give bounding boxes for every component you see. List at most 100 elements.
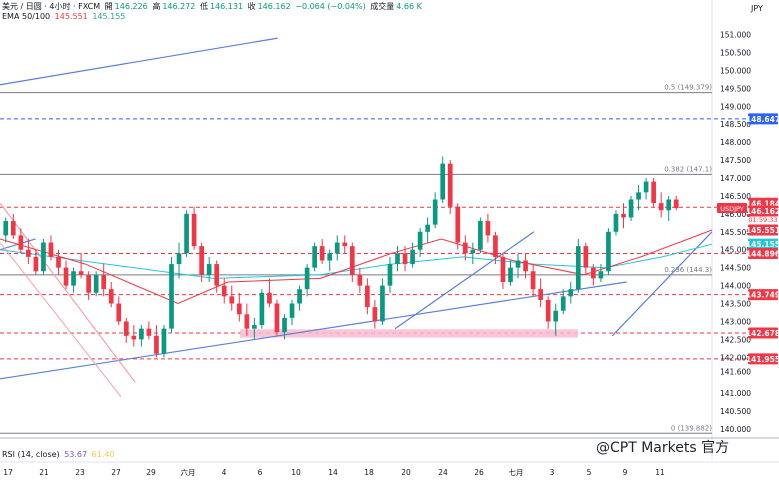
price-tag-7: 142.678 bbox=[746, 329, 779, 338]
candle-body-1 bbox=[10, 221, 16, 236]
y-tick-2: 150.000 bbox=[720, 66, 751, 75]
x-tick-18: 11 bbox=[655, 468, 665, 477]
candle-body-54 bbox=[410, 249, 415, 265]
ohlc-header: 美元 / 日圆 · 4小时 · FXCM 開 146.226 高 146.272 低… bbox=[2, 1, 424, 12]
candle-body-73 bbox=[553, 310, 559, 322]
y-tick-11: 145.500 bbox=[720, 228, 751, 237]
fib-labels: 0.5 (149.379) 0.382 (147.1) 0.236 (144.3) 0… bbox=[664, 84, 712, 433]
candle-body-55 bbox=[417, 231, 423, 250]
x-tick-16: 5 bbox=[587, 468, 592, 477]
trendlines bbox=[0, 37, 713, 398]
candle-body-59 bbox=[447, 163, 453, 207]
y-tick-16: 143.000 bbox=[720, 317, 751, 326]
candle-body-24 bbox=[184, 213, 189, 254]
price-tag-1: 146.184 bbox=[746, 199, 779, 208]
candle-body-36 bbox=[274, 303, 280, 333]
x-axis: 17 21 23 27 29 六月 4 6 10 14 18 20 24 26 七月 3 5 9 11 bbox=[3, 467, 665, 477]
y-tick-15: 143.500 bbox=[720, 300, 751, 309]
trendline-1 bbox=[0, 281, 627, 380]
candle-body-45 bbox=[342, 242, 348, 247]
candle-body-65 bbox=[493, 235, 498, 257]
candle-body-30 bbox=[229, 296, 235, 304]
ema-lines bbox=[0, 229, 713, 305]
x-tick-13: 26 bbox=[474, 468, 484, 477]
low-label: 低 bbox=[199, 2, 208, 11]
watermark: @CPT Markets 官方 bbox=[596, 440, 730, 456]
candle-body-38 bbox=[289, 303, 295, 318]
x-tick-8: 10 bbox=[291, 468, 301, 477]
candle-body-33 bbox=[252, 325, 257, 329]
candle-body-68 bbox=[515, 260, 521, 268]
ema50-line bbox=[0, 229, 713, 305]
ema100-line bbox=[0, 243, 713, 279]
fib-label-3: 0 (139.882) bbox=[671, 424, 712, 432]
close-value: 146.162 bbox=[257, 2, 291, 11]
x-tick-10: 18 bbox=[364, 468, 374, 477]
candle-body-11 bbox=[86, 274, 91, 293]
candle-body-12 bbox=[93, 274, 99, 293]
candle-body-43 bbox=[327, 253, 333, 261]
volume-label: 成交量 bbox=[370, 2, 395, 11]
x-tick-14: 七月 bbox=[509, 468, 524, 477]
ema-header: EMA 50/100 145.551 145.155 bbox=[2, 12, 127, 21]
candle-body-17 bbox=[131, 335, 137, 340]
y-tick-19: 141.600 bbox=[720, 368, 751, 377]
rsi-header: RSI (14, close) 53.67 61.40 bbox=[2, 450, 117, 459]
candle-body-84 bbox=[636, 192, 641, 200]
trendline-0 bbox=[0, 37, 278, 86]
candle-body-31 bbox=[236, 303, 242, 315]
candle-body-89 bbox=[673, 199, 679, 209]
y-tick-3: 149.500 bbox=[720, 84, 751, 93]
candle-body-81 bbox=[613, 213, 619, 232]
x-tick-0: 17 bbox=[3, 468, 13, 477]
trendline-4 bbox=[394, 231, 535, 330]
candle-body-61 bbox=[462, 242, 468, 254]
price-tag-bg-6 bbox=[748, 289, 778, 301]
price-tag-bg-8 bbox=[748, 353, 778, 365]
candle-body-47 bbox=[357, 274, 363, 286]
candle-body-16 bbox=[123, 321, 129, 336]
candle-body-3 bbox=[26, 249, 31, 257]
ema-label: EMA 50/100 bbox=[2, 12, 51, 21]
candle-body-4 bbox=[33, 256, 39, 272]
candle-body-25 bbox=[191, 213, 197, 247]
trendline-5 bbox=[611, 231, 713, 337]
candle-body-72 bbox=[545, 299, 551, 322]
x-tick-11: 20 bbox=[401, 468, 411, 477]
candle-body-40 bbox=[304, 267, 310, 290]
price-tag-bg-7 bbox=[748, 327, 778, 339]
y-tick-4: 149.000 bbox=[720, 102, 751, 111]
x-tick-17: 9 bbox=[623, 468, 628, 477]
candle-body-19 bbox=[146, 328, 152, 336]
candle-body-42 bbox=[319, 246, 325, 261]
ema100-value: 145.155 bbox=[92, 12, 126, 21]
y-axis: 151.000 150.500 150.000 149.500 149.000 148.5… bbox=[720, 31, 751, 434]
y-tick-7: 147.500 bbox=[720, 156, 751, 165]
price-tag-2: 146.162 bbox=[746, 207, 779, 216]
candle-body-67 bbox=[508, 267, 513, 282]
x-tick-9: 14 bbox=[328, 468, 338, 477]
candle-body-64 bbox=[485, 221, 491, 236]
low-value: 146.131 bbox=[209, 2, 244, 11]
candle-body-51 bbox=[387, 264, 393, 286]
candle-body-29 bbox=[221, 285, 227, 297]
candle-body-8 bbox=[63, 267, 69, 286]
candle-body-5 bbox=[41, 242, 46, 272]
symbol-tag: USDJPY bbox=[720, 205, 744, 213]
high-label: 高 bbox=[152, 2, 161, 11]
x-tick-15: 3 bbox=[550, 468, 555, 477]
x-tick-6: 4 bbox=[222, 468, 227, 477]
candle-body-83 bbox=[628, 199, 634, 218]
fib-label-0: 0.5 (149.379) bbox=[664, 84, 712, 92]
countdown-tag: 01:59:33 bbox=[748, 216, 777, 224]
y-tick-6: 148.000 bbox=[720, 138, 751, 147]
open-label: 開 bbox=[104, 2, 113, 11]
trendline-2 bbox=[0, 202, 136, 383]
candle-body-85 bbox=[643, 181, 649, 193]
candle-body-69 bbox=[523, 260, 528, 272]
y-tick-20: 141.000 bbox=[720, 389, 751, 398]
candle-body-58 bbox=[440, 163, 446, 200]
candle-body-41 bbox=[312, 246, 317, 268]
